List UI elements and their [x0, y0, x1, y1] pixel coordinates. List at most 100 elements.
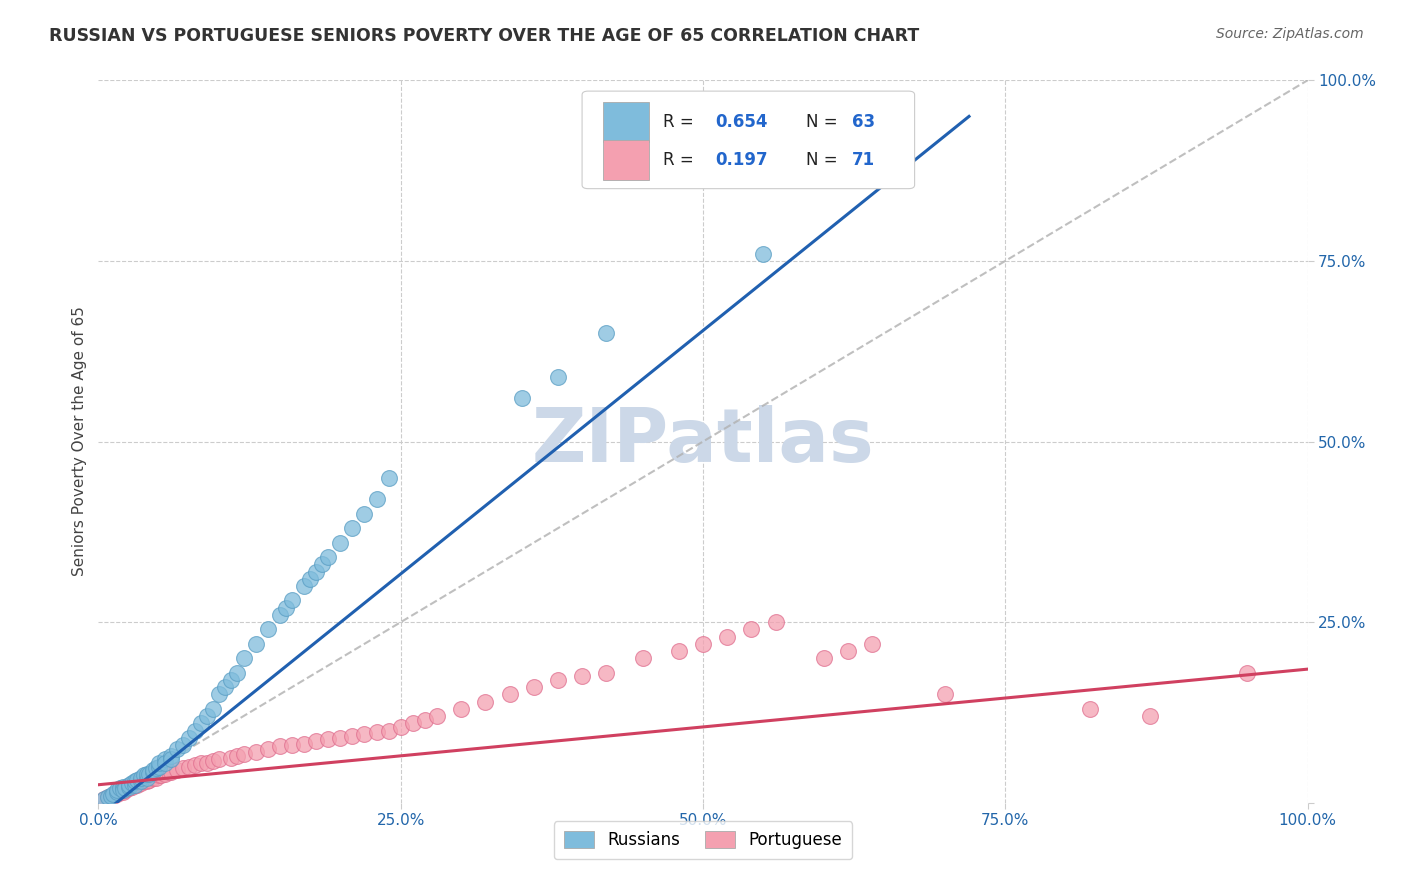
Point [127, 778, 149, 792]
Point [108, 781, 131, 796]
Point [547, 369, 569, 384]
Point [299, 572, 322, 586]
Text: N =: N = [806, 112, 842, 131]
Text: N =: N = [806, 151, 842, 169]
Point [97, 790, 120, 805]
Point [837, 644, 859, 658]
Point [269, 607, 291, 622]
Point [366, 492, 388, 507]
Point [124, 774, 146, 789]
Point [571, 669, 593, 683]
Point [105, 787, 128, 801]
Point [256, 741, 278, 756]
Point [498, 687, 520, 701]
Point [595, 665, 617, 680]
FancyBboxPatch shape [582, 91, 915, 189]
Point [269, 739, 291, 754]
Point [179, 731, 201, 745]
Point [135, 767, 157, 781]
Point [316, 550, 339, 565]
Point [108, 785, 131, 799]
Text: R =: R = [664, 151, 699, 169]
Point [97, 790, 120, 805]
Point [135, 774, 157, 789]
Point [138, 772, 160, 787]
Point [692, 637, 714, 651]
Point [100, 789, 122, 803]
Point [160, 752, 183, 766]
Point [377, 723, 399, 738]
Point [184, 758, 207, 772]
Point [114, 781, 136, 796]
Point [208, 687, 231, 701]
Point [121, 780, 143, 794]
Point [740, 623, 762, 637]
Point [510, 391, 533, 405]
Point [353, 507, 375, 521]
Point [184, 723, 207, 738]
Point [329, 535, 352, 549]
Point [111, 782, 134, 797]
Point [329, 731, 352, 745]
Point [100, 789, 122, 803]
Point [342, 521, 364, 535]
Point [118, 778, 141, 792]
Point [202, 702, 225, 716]
Point [221, 673, 243, 687]
Point [413, 713, 436, 727]
Point [353, 727, 375, 741]
Point [389, 720, 412, 734]
Y-axis label: Seniors Poverty Over the Age of 65: Seniors Poverty Over the Age of 65 [72, 307, 87, 576]
Point [150, 768, 173, 782]
Point [166, 741, 188, 756]
Point [148, 768, 170, 782]
Point [631, 651, 654, 665]
Text: 0.654: 0.654 [716, 112, 768, 131]
Point [129, 771, 152, 785]
Point [366, 725, 388, 739]
Point [668, 644, 690, 658]
Point [256, 623, 278, 637]
Text: 0.197: 0.197 [716, 151, 768, 169]
Point [111, 780, 134, 794]
Legend: Russians, Portuguese: Russians, Portuguese [554, 822, 852, 860]
Point [101, 787, 124, 801]
Point [523, 680, 546, 694]
Point [245, 637, 267, 651]
Point [135, 771, 157, 785]
Point [166, 764, 188, 778]
Point [114, 782, 136, 797]
Point [232, 651, 254, 665]
Point [153, 756, 176, 770]
Text: R =: R = [664, 112, 699, 131]
Point [281, 593, 304, 607]
Point [752, 246, 775, 260]
Point [377, 470, 399, 484]
Point [202, 754, 225, 768]
Point [214, 680, 236, 694]
Point [134, 774, 156, 789]
Point [129, 775, 152, 789]
Point [101, 789, 124, 803]
Text: RUSSIAN VS PORTUGUESE SENIORS POVERTY OVER THE AGE OF 65 CORRELATION CHART: RUSSIAN VS PORTUGUESE SENIORS POVERTY OV… [49, 27, 920, 45]
Point [195, 709, 218, 723]
Point [1078, 702, 1101, 716]
Point [426, 709, 449, 723]
Point [274, 600, 297, 615]
Point [190, 756, 212, 770]
Point [134, 768, 156, 782]
Point [148, 756, 170, 770]
Text: 63: 63 [852, 112, 875, 131]
Point [138, 767, 160, 781]
FancyBboxPatch shape [603, 140, 648, 179]
Point [172, 761, 194, 775]
Point [179, 760, 201, 774]
Point [232, 747, 254, 761]
Point [221, 751, 243, 765]
Point [245, 745, 267, 759]
Point [105, 785, 128, 799]
Point [121, 775, 143, 789]
Point [145, 761, 167, 775]
Point [292, 579, 315, 593]
Point [195, 756, 218, 770]
